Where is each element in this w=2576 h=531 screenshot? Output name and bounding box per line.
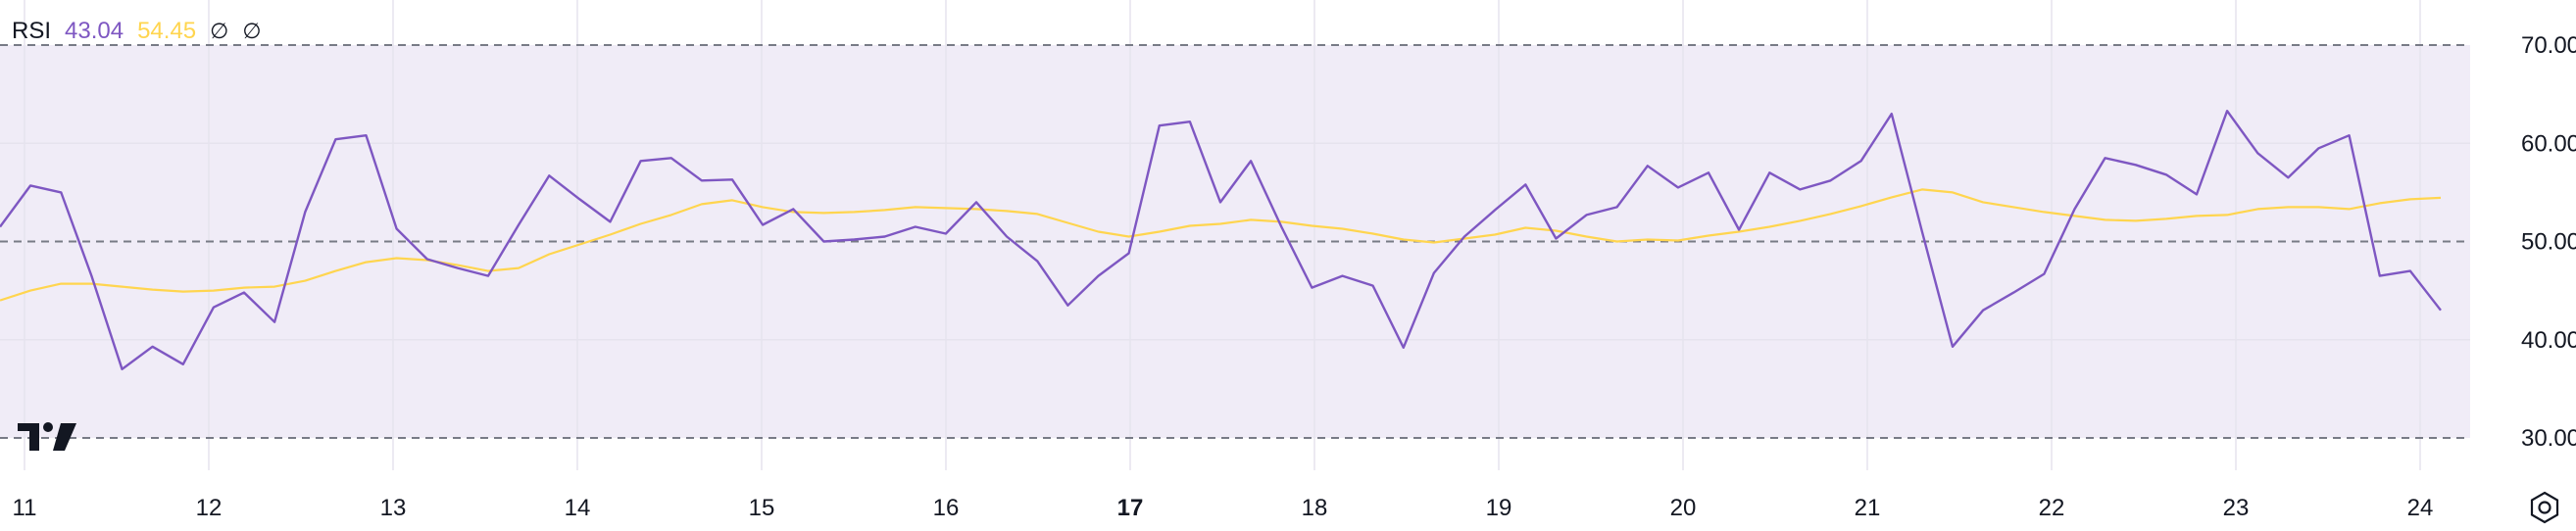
x-tick-label: 13 <box>380 495 407 521</box>
x-tick-label: 12 <box>196 495 223 521</box>
indicator-legend[interactable]: RSI 43.04 54.45 ∅ ∅ <box>12 14 261 49</box>
x-tick-label: 19 <box>1486 495 1512 521</box>
x-tick-label: 18 <box>1302 495 1328 521</box>
x-tick-label: 15 <box>749 495 775 521</box>
y-tick-label: 50.00 <box>2521 229 2576 256</box>
empty-set-icon[interactable]: ∅ <box>242 19 262 43</box>
indicator-name[interactable]: RSI <box>12 18 52 44</box>
rsi-line <box>0 109 2442 370</box>
y-tick-label: 70.00 <box>2521 32 2576 59</box>
x-tick-label: 17 <box>1117 495 1144 521</box>
x-tick-label: 11 <box>13 495 37 521</box>
x-axis[interactable]: 11 12 13 14 15 16 17 18 19 20 21 22 23 24 <box>13 495 2434 521</box>
x-tick-label: 16 <box>933 495 960 521</box>
series-lines <box>0 109 2442 370</box>
x-tick-label: 22 <box>2039 495 2065 521</box>
tradingview-logo-icon[interactable] <box>18 419 80 455</box>
y-axis[interactable]: 70.00 60.00 50.00 40.00 30.00 <box>2521 32 2576 452</box>
empty-set-icon[interactable]: ∅ <box>210 19 229 43</box>
x-tick-label: 24 <box>2407 495 2434 521</box>
rsi-value: 43.04 <box>65 18 124 44</box>
x-tick-label: 23 <box>2223 495 2250 521</box>
y-tick-label: 60.00 <box>2521 130 2576 157</box>
x-tick-label: 14 <box>565 495 591 521</box>
rsi-ma-value: 54.45 <box>137 18 197 44</box>
rsi-ma-line <box>0 188 2442 302</box>
settings-gear-icon[interactable] <box>2527 490 2562 525</box>
y-tick-label: 40.00 <box>2521 327 2576 354</box>
x-tick-label: 21 <box>1855 495 1881 521</box>
grid-lines <box>24 0 2421 470</box>
y-tick-label: 30.00 <box>2521 425 2576 452</box>
x-tick-label: 20 <box>1670 495 1697 521</box>
